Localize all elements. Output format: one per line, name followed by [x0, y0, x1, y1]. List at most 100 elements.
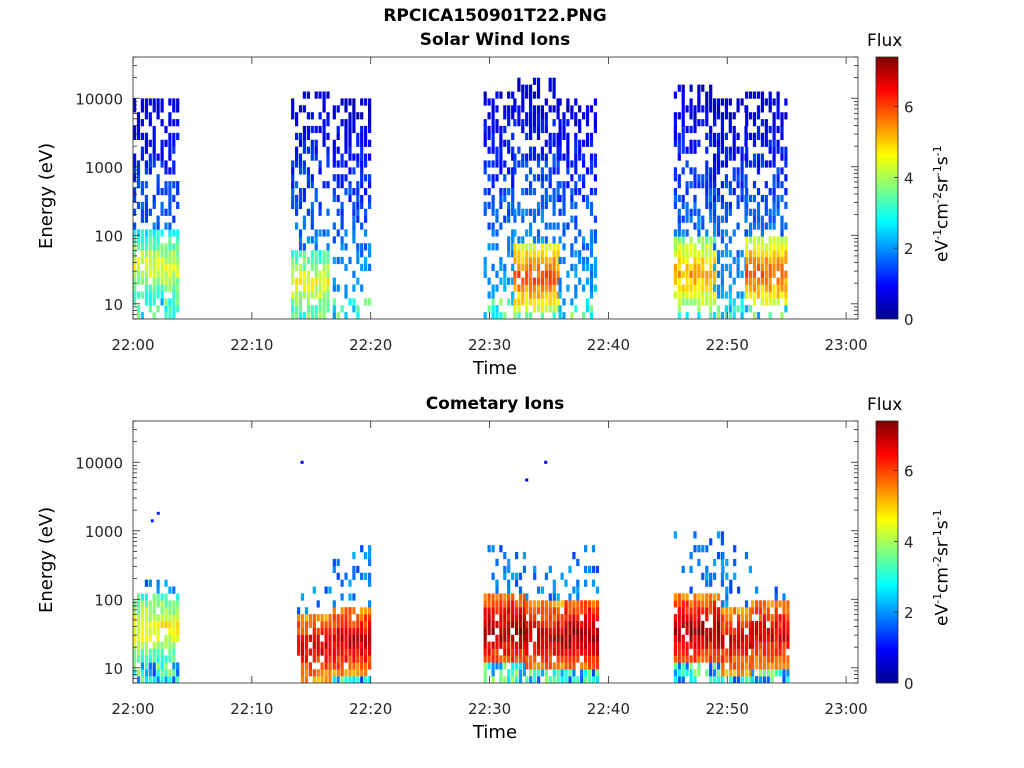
heatmap-cell [529, 284, 533, 292]
heatmap-cell [548, 146, 552, 154]
heatmap-cell [548, 194, 552, 203]
heatmap-cell [548, 607, 552, 615]
heatmap-cell [515, 579, 519, 587]
heatmap-cell [312, 655, 316, 663]
heatmap-cell [310, 277, 314, 285]
heatmap-cell [160, 291, 164, 299]
heatmap-cell [677, 627, 681, 635]
heatmap-cell [589, 243, 594, 251]
heatmap-cell [525, 208, 529, 216]
heatmap-cell [701, 648, 705, 656]
heatmap-cell [511, 146, 515, 154]
heatmap-cell [681, 662, 685, 670]
heatmap-cell [172, 648, 176, 656]
heatmap-cell [689, 641, 693, 649]
heatmap-cell [344, 174, 348, 182]
heatmap-cell [483, 160, 487, 168]
heatmap-cell [507, 236, 511, 244]
heatmap-cell [740, 194, 744, 203]
heatmap-cell [548, 662, 552, 670]
heatmap-cell [507, 277, 511, 285]
heatmap-cell [136, 614, 141, 622]
heatmap-cell [733, 655, 737, 663]
heatmap-cell [540, 105, 544, 113]
heatmap-cell [312, 641, 316, 649]
heatmap-cell [364, 208, 368, 216]
heatmap-cell [752, 291, 757, 299]
heatmap-cell [673, 112, 677, 120]
heatmap-cell [677, 634, 681, 642]
heatmap-cell [784, 236, 788, 244]
heatmap-cell [525, 132, 529, 140]
heatmap-cell [572, 669, 576, 677]
heatmap-cell [697, 641, 701, 649]
heatmap-cell [487, 305, 491, 313]
heatmap-cell [713, 600, 717, 608]
heatmap-cell [701, 655, 705, 663]
heatmap-cell [689, 236, 693, 244]
heatmap-cell [336, 181, 340, 189]
heatmap-cell [487, 620, 491, 629]
heatmap-cell [589, 188, 594, 196]
heatmap-cell [745, 194, 749, 203]
heatmap-cell [677, 222, 681, 230]
heatmap-cell [133, 256, 137, 265]
heatmap-cell [595, 627, 599, 635]
heatmap-cell [136, 125, 141, 134]
heatmap-cell [774, 669, 778, 677]
heatmap-cell [316, 600, 320, 608]
heatmap-cell [574, 139, 578, 147]
heatmap-cell [532, 146, 537, 154]
heatmap-cell [572, 676, 576, 683]
heatmap-cell [716, 305, 721, 313]
heatmap-cell [511, 600, 515, 608]
heatmap-cell [364, 572, 368, 580]
heatmap-cell [160, 153, 164, 161]
heatmap-cell [540, 256, 544, 265]
heatmap-cell [724, 291, 728, 299]
heatmap-cell [774, 586, 778, 594]
heatmap-cell [532, 119, 537, 127]
heatmap-cell [745, 208, 749, 216]
heatmap-cell [562, 312, 566, 319]
heatmap-cell [713, 194, 717, 203]
heatmap-cell [562, 153, 566, 161]
heatmap-cell [766, 614, 770, 622]
heatmap-cell [595, 565, 599, 573]
heatmap-cell [766, 627, 770, 635]
heatmap-cell [681, 125, 685, 134]
heatmap-cell [537, 600, 541, 608]
heatmap-cell [733, 627, 737, 635]
heatmap-cell [340, 676, 344, 683]
heatmap-cell [701, 84, 705, 92]
heatmap-cell [548, 676, 552, 683]
heatmap-cell [591, 579, 596, 587]
heatmap-cell [774, 648, 778, 656]
heatmap-cell [133, 222, 137, 230]
heatmap-cell [517, 84, 521, 92]
heatmap-cell [745, 229, 749, 237]
heatmap-cell [507, 641, 511, 649]
heatmap-cell [728, 112, 732, 120]
heatmap-cell [172, 181, 176, 189]
heatmap-cell [152, 139, 156, 147]
heatmap-cell [776, 250, 780, 258]
heatmap-cell [749, 132, 753, 140]
heatmap-cell [580, 669, 584, 677]
heatmap-cell [491, 146, 495, 154]
heatmap-cell [164, 607, 168, 615]
heatmap-cell [544, 572, 548, 580]
heatmap-cell [693, 607, 697, 615]
heatmap-cell [336, 572, 340, 580]
heatmap-cell [673, 277, 677, 285]
heatmap-cell [133, 614, 137, 622]
heatmap-cell [705, 160, 709, 168]
heatmap-cell [745, 305, 749, 313]
heatmap-cell [776, 243, 780, 251]
heatmap-cell [748, 607, 752, 615]
heatmap-cell [716, 132, 721, 140]
heatmap-cell [595, 600, 599, 608]
heatmap-cell [328, 669, 332, 677]
colorbar-label-bottom: Flux [867, 395, 903, 415]
heatmap-cell [548, 84, 552, 92]
